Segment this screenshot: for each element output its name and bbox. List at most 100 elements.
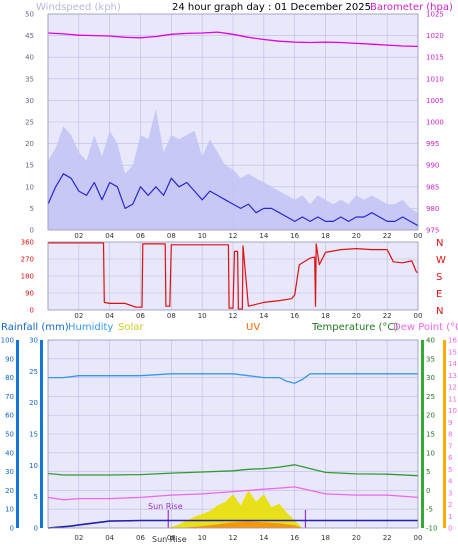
x-tick-label: 22: [383, 232, 392, 240]
plot-border: [47, 339, 419, 529]
temp-axis-tick: 5: [426, 468, 430, 476]
direction-axis-tick: 90: [25, 290, 34, 298]
dew-axis-tick: 11: [448, 395, 457, 403]
compass-label: E: [436, 289, 442, 300]
x-tick-label: 16: [290, 232, 299, 240]
rain-axis-tick: 10: [29, 462, 38, 470]
x-tick-label: 02: [74, 534, 83, 542]
dew-axis-tick: 15: [448, 348, 457, 356]
compass-label: S: [436, 272, 442, 283]
x-tick-label: 12: [229, 312, 238, 320]
wind-axis-tick: 5: [30, 205, 34, 213]
x-tick-label: 22: [383, 312, 392, 320]
wind-axis-tick: 45: [25, 32, 34, 40]
x-tick-label: 18: [321, 232, 330, 240]
baro-axis-tick: 1020: [426, 32, 444, 40]
dewpoint-label: Dew Point (°C): [393, 322, 458, 333]
rainfall-label: Rainfall (mm): [1, 322, 69, 333]
wind-axis-tick: 20: [25, 140, 34, 148]
dew-axis-bar: [443, 340, 446, 528]
x-tick-label: 22: [383, 534, 392, 542]
x-tick-label: 08: [167, 534, 176, 542]
pct-axis-tick: 20: [5, 487, 14, 495]
rainfall-line: [47, 519, 418, 529]
dew-axis-tick: 6: [448, 454, 453, 462]
dew-axis-tick: 16: [448, 337, 457, 345]
pct-axis-tick: 30: [5, 468, 14, 476]
compass-label: W: [436, 255, 446, 266]
x-tick-label: 02: [74, 312, 83, 320]
pct-axis-tick: 70: [5, 393, 14, 401]
temp-axis-tick: 30: [426, 374, 435, 382]
sun-rise-label: Sun Rise: [148, 502, 183, 511]
direction-axis-tick: 0: [30, 307, 34, 315]
x-tick-label: 14: [259, 312, 268, 320]
x-tick-label: 14: [259, 534, 268, 542]
x-tick-label: 20: [352, 534, 361, 542]
rain-axis-tick: 30: [29, 337, 38, 345]
x-tick-label: 12: [229, 534, 238, 542]
sun-rise-bottom-label: Sun Rise: [152, 535, 187, 544]
plot-border: [47, 241, 419, 311]
dew-axis-tick: 7: [448, 442, 452, 450]
rain-axis-tick: 25: [29, 368, 38, 376]
x-tick-label: 00: [414, 232, 423, 240]
x-tick-label: 06: [136, 312, 145, 320]
temp-axis-tick: 20: [426, 412, 435, 420]
pct-axis-tick: 100: [1, 337, 14, 345]
dew-axis-tick: 4: [448, 478, 453, 486]
uv-area: [179, 521, 303, 528]
x-tick-label: 04: [105, 312, 114, 320]
rain-axis-bar: [16, 340, 19, 528]
x-tick-label: 14: [259, 232, 268, 240]
temperature-label: Temperature (°C): [311, 322, 398, 333]
baro-axis-tick: 990: [426, 162, 439, 170]
dew-axis-tick: 5: [448, 466, 452, 474]
dewpoint-line: [47, 486, 419, 501]
x-tick-label: 12: [229, 232, 238, 240]
windspeed-axis-title: Windspeed (kph): [36, 2, 121, 13]
pct-axis-tick: 50: [5, 431, 14, 439]
pct-axis-tick: 60: [5, 412, 14, 420]
x-tick-label: 06: [136, 534, 145, 542]
rain-axis-tick: 15: [29, 431, 38, 439]
x-tick-label: 04: [105, 534, 114, 542]
x-tick-label: 16: [290, 534, 299, 542]
temp-axis-tick: -5: [426, 506, 433, 514]
x-tick-label: 08: [167, 232, 176, 240]
dew-axis-tick: 10: [448, 407, 457, 415]
pct-axis-tick: 90: [5, 355, 14, 363]
wind-axis-tick: 40: [25, 54, 34, 62]
barometer-axis-title: Barometer (hpa): [370, 2, 453, 13]
x-tick-label: 06: [136, 232, 145, 240]
direction-axis-tick: 270: [21, 256, 34, 264]
pct-axis-tick: 80: [5, 374, 14, 382]
windspeed-line: [47, 173, 419, 227]
solar-label: Solar: [118, 322, 144, 333]
wind-axis-tick: 50: [25, 11, 34, 19]
temp-axis-tick: 35: [426, 355, 435, 363]
pct-axis-tick: 0: [10, 525, 14, 533]
direction-axis-tick: 180: [21, 273, 34, 281]
dew-axis-tick: 9: [448, 419, 452, 427]
plot-border: [47, 13, 419, 231]
wind-direction-line: [48, 242, 418, 310]
temp-axis-bar: [421, 340, 424, 528]
baro-axis-tick: 975: [426, 227, 439, 235]
temp-axis-tick: 25: [426, 393, 435, 401]
rain-axis-tick: 0: [34, 525, 38, 533]
baro-axis-tick: 995: [426, 140, 439, 148]
x-tick-label: 20: [352, 312, 361, 320]
temp-axis-tick: 15: [426, 431, 435, 439]
direction-axis-tick: 360: [21, 239, 34, 247]
dew-axis-tick: 13: [448, 372, 457, 380]
dew-axis-tick: 12: [448, 384, 457, 392]
wind-axis-tick: 15: [25, 162, 34, 170]
solar-area: [168, 490, 303, 528]
humidity-label: Humidity: [68, 322, 113, 333]
baro-axis-tick: 1025: [426, 11, 444, 19]
dew-axis-tick: 14: [448, 360, 457, 368]
x-tick-label: 10: [198, 232, 207, 240]
compass-label: N: [436, 306, 443, 317]
